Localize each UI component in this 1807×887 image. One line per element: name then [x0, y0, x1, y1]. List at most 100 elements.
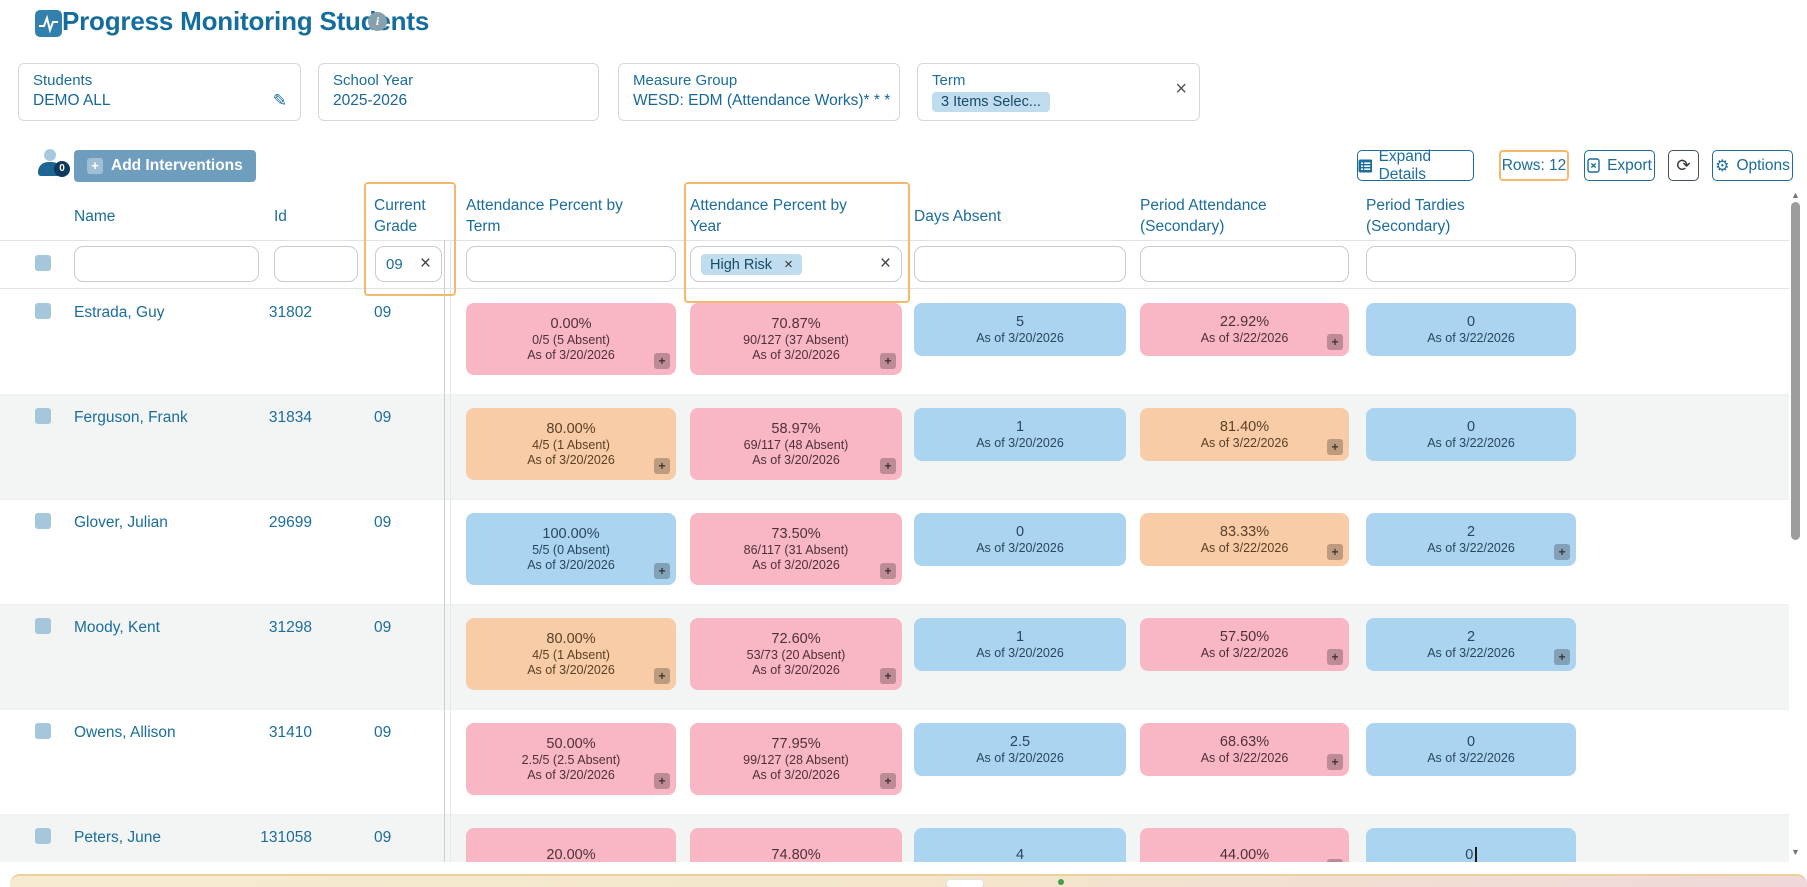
student-name-link[interactable]: Estrada, Guy	[74, 304, 165, 321]
measure-cell: 2 As of 3/22/2026 +	[1366, 513, 1576, 566]
frozen-pane-divider-shadow	[450, 240, 451, 862]
student-grade: 09	[374, 724, 392, 741]
high-risk-chip-label: High Risk	[710, 256, 773, 273]
student-name-link[interactable]: Owens, Allison	[74, 724, 176, 741]
student-grade: 09	[374, 829, 392, 846]
measure-cell-detail: As of 3/20/2026	[976, 646, 1064, 660]
row-checkbox[interactable]	[35, 723, 51, 739]
expand-cell-button[interactable]: +	[1327, 439, 1343, 455]
expand-cell-button[interactable]: +	[1554, 544, 1570, 560]
row-checkbox[interactable]	[35, 303, 51, 319]
clear-grade-filter-icon[interactable]: ×	[419, 253, 431, 274]
expand-details-label: Expand Details	[1378, 147, 1432, 183]
measure-cell-value: 22.92%	[1219, 314, 1270, 330]
measure-cell: 0 As of 3/20/2026	[914, 513, 1126, 566]
measure-cell-value: 4	[1015, 846, 1025, 863]
measure-cell-value: 20.00%	[546, 846, 596, 863]
expand-cell-button[interactable]: +	[880, 458, 896, 474]
expand-cell-button[interactable]: +	[880, 353, 896, 369]
expand-details-button[interactable]: Expand Details	[1357, 147, 1474, 183]
select-all-checkbox[interactable]	[35, 255, 51, 271]
row-checkbox[interactable]	[35, 828, 51, 844]
column-header-id[interactable]: Id	[274, 207, 287, 225]
refresh-icon: ⟳	[1676, 155, 1691, 175]
days-absent-filter-input[interactable]	[914, 246, 1126, 282]
student-name-link[interactable]: Moody, Kent	[74, 619, 160, 636]
measure-cell-detail: As of 3/20/2026	[976, 541, 1064, 555]
expand-cell-button[interactable]: +	[1327, 544, 1343, 560]
period-tardies-filter-input[interactable]	[1366, 246, 1576, 282]
expand-cell-button[interactable]: +	[880, 668, 896, 684]
background-window-edge	[10, 874, 1807, 887]
students-filter-card[interactable]: Students DEMO ALL ✎	[18, 63, 301, 121]
expand-cell-button[interactable]: +	[880, 563, 896, 579]
row-checkbox[interactable]	[35, 408, 51, 424]
column-header-name[interactable]: Name	[74, 207, 116, 225]
remove-chip-icon[interactable]: ×	[784, 255, 793, 273]
options-button[interactable]: ⚙ Options	[1712, 150, 1793, 181]
expand-cell-button[interactable]: +	[1327, 334, 1343, 350]
term-filter-card[interactable]: Term 3 Items Selec... ×	[917, 63, 1200, 121]
student-grade: 09	[374, 514, 392, 531]
column-header-period-attendance[interactable]: Period Attendance (Secondary)	[1140, 197, 1267, 235]
column-header-days-absent[interactable]: Days Absent	[914, 207, 1002, 225]
text-cursor	[1475, 846, 1477, 862]
period-attendance-filter-input[interactable]	[1140, 246, 1349, 282]
measure-group-filter-card[interactable]: Measure Group WESD: EDM (Attendance Work…	[618, 63, 900, 121]
scrollbar-up-icon[interactable]: ▲	[1791, 190, 1800, 200]
pulse-chart-icon	[35, 10, 62, 37]
student-id: 29699	[268, 514, 312, 531]
expand-cell-button[interactable]: +	[654, 353, 670, 369]
scrollbar-down-icon[interactable]: ▼	[1791, 847, 1800, 857]
id-filter-input[interactable]	[274, 246, 358, 282]
row-checkbox[interactable]	[35, 618, 51, 634]
row-checkbox[interactable]	[35, 513, 51, 529]
close-icon[interactable]: ×	[1175, 78, 1187, 100]
expand-cell-button[interactable]: +	[1327, 754, 1343, 770]
measure-cell: 100.00% 5/5 (0 Absent) As of 3/20/2026 +	[466, 513, 676, 585]
expand-cell-button[interactable]: +	[654, 773, 670, 789]
student-name-link[interactable]: Peters, June	[74, 829, 162, 846]
column-header-period-tardies[interactable]: Period Tardies (Secondary)	[1366, 197, 1465, 235]
column-header-attendance-term[interactable]: Attendance Percent by Term	[466, 197, 623, 235]
info-icon[interactable]: i	[368, 12, 387, 31]
frozen-pane-divider	[444, 240, 445, 862]
student-id: 31410	[268, 724, 312, 741]
export-button[interactable]: Export	[1584, 150, 1655, 181]
column-header-current-grade[interactable]: Current Grade	[374, 197, 426, 235]
measure-cell-detail: As of 3/20/2026	[527, 453, 615, 467]
expand-cell-button[interactable]: +	[880, 773, 896, 789]
measure-cell-value: 68.63%	[1219, 734, 1270, 750]
name-filter-input[interactable]	[74, 246, 259, 282]
high-risk-chip[interactable]: High Risk ×	[701, 253, 802, 275]
current-grade-filter[interactable]: 09 ×	[375, 246, 442, 282]
school-year-filter-card[interactable]: School Year 2025-2026	[318, 63, 599, 121]
expand-cell-button[interactable]: +	[654, 668, 670, 684]
rows-count-button[interactable]: Rows: 12	[1499, 150, 1569, 181]
measure-cell-detail: 2.5/5 (2.5 Absent)	[521, 753, 621, 767]
expand-cell-button[interactable]: +	[654, 563, 670, 579]
measure-cell-value: 73.50%	[771, 526, 821, 542]
attendance-year-filter[interactable]: High Risk × ×	[690, 246, 902, 282]
add-interventions-button[interactable]: + Add Interventions	[74, 150, 256, 182]
expand-cell-button[interactable]: +	[1327, 859, 1343, 862]
vertical-scrollbar[interactable]	[1791, 202, 1800, 540]
measure-cell: 73.50% 86/117 (31 Absent) As of 3/20/2026 +	[690, 513, 902, 585]
term-selected-chip[interactable]: 3 Items Selec...	[932, 92, 1050, 112]
measure-cell-detail: As of 3/22/2026	[1427, 541, 1515, 555]
measure-cell: 4	[914, 828, 1126, 862]
student-name-link[interactable]: Ferguson, Frank	[74, 409, 188, 426]
column-header-attendance-year[interactable]: Attendance Percent by Year	[690, 197, 847, 235]
clear-year-filter-icon[interactable]: ×	[879, 253, 891, 274]
attendance-term-filter-input[interactable]	[466, 246, 676, 282]
student-name-link[interactable]: Glover, Julian	[74, 514, 168, 531]
measure-cell-detail: As of 3/20/2026	[752, 663, 840, 677]
measure-cell-value: 58.97%	[771, 421, 821, 437]
expand-cell-button[interactable]: +	[1554, 649, 1570, 665]
measure-cell: 44.00% +	[1140, 828, 1349, 862]
expand-cell-button[interactable]: +	[1327, 649, 1343, 665]
refresh-button[interactable]: ⟳	[1668, 150, 1699, 181]
edit-icon[interactable]: ✎	[272, 91, 287, 110]
header-separator	[0, 240, 1789, 241]
expand-cell-button[interactable]: +	[654, 458, 670, 474]
